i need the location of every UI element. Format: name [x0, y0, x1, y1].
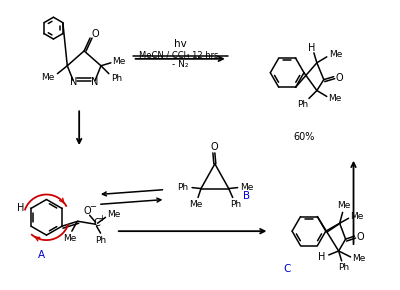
Text: Ph: Ph	[230, 200, 241, 209]
Text: Ph: Ph	[338, 263, 349, 272]
Text: Me: Me	[337, 201, 350, 210]
Text: H: H	[318, 252, 326, 262]
Text: Me: Me	[240, 183, 253, 192]
Text: Me: Me	[328, 94, 341, 103]
Text: O: O	[91, 29, 99, 39]
Text: B: B	[243, 191, 250, 200]
Text: 60%: 60%	[293, 132, 315, 142]
Text: O: O	[357, 232, 364, 242]
Text: O: O	[210, 142, 218, 152]
Text: Me: Me	[41, 73, 54, 82]
Text: Me: Me	[107, 210, 120, 219]
Text: O: O	[336, 73, 344, 83]
Text: Me: Me	[329, 50, 342, 59]
Text: A: A	[38, 250, 45, 260]
Text: +: +	[98, 214, 105, 223]
Text: N: N	[70, 77, 77, 87]
Text: Me: Me	[352, 254, 365, 263]
Text: H: H	[308, 43, 316, 53]
Text: Me: Me	[350, 212, 363, 221]
Text: C: C	[284, 264, 291, 274]
Text: O: O	[84, 206, 92, 216]
Text: N: N	[91, 77, 99, 87]
Text: Ph: Ph	[95, 235, 106, 244]
Text: Me: Me	[63, 234, 76, 243]
Text: MeCN / CCl₄ 12 hrs.: MeCN / CCl₄ 12 hrs.	[139, 50, 221, 59]
Text: Me: Me	[189, 200, 203, 209]
Text: Ph: Ph	[298, 100, 308, 109]
Text: Me: Me	[112, 57, 126, 66]
Text: H: H	[18, 203, 25, 213]
Text: C: C	[93, 218, 100, 228]
Text: −: −	[89, 202, 96, 211]
Text: hv: hv	[174, 39, 186, 49]
Text: Ph: Ph	[111, 74, 122, 83]
Text: Ph: Ph	[178, 183, 189, 192]
Text: - N₂: - N₂	[172, 60, 188, 69]
